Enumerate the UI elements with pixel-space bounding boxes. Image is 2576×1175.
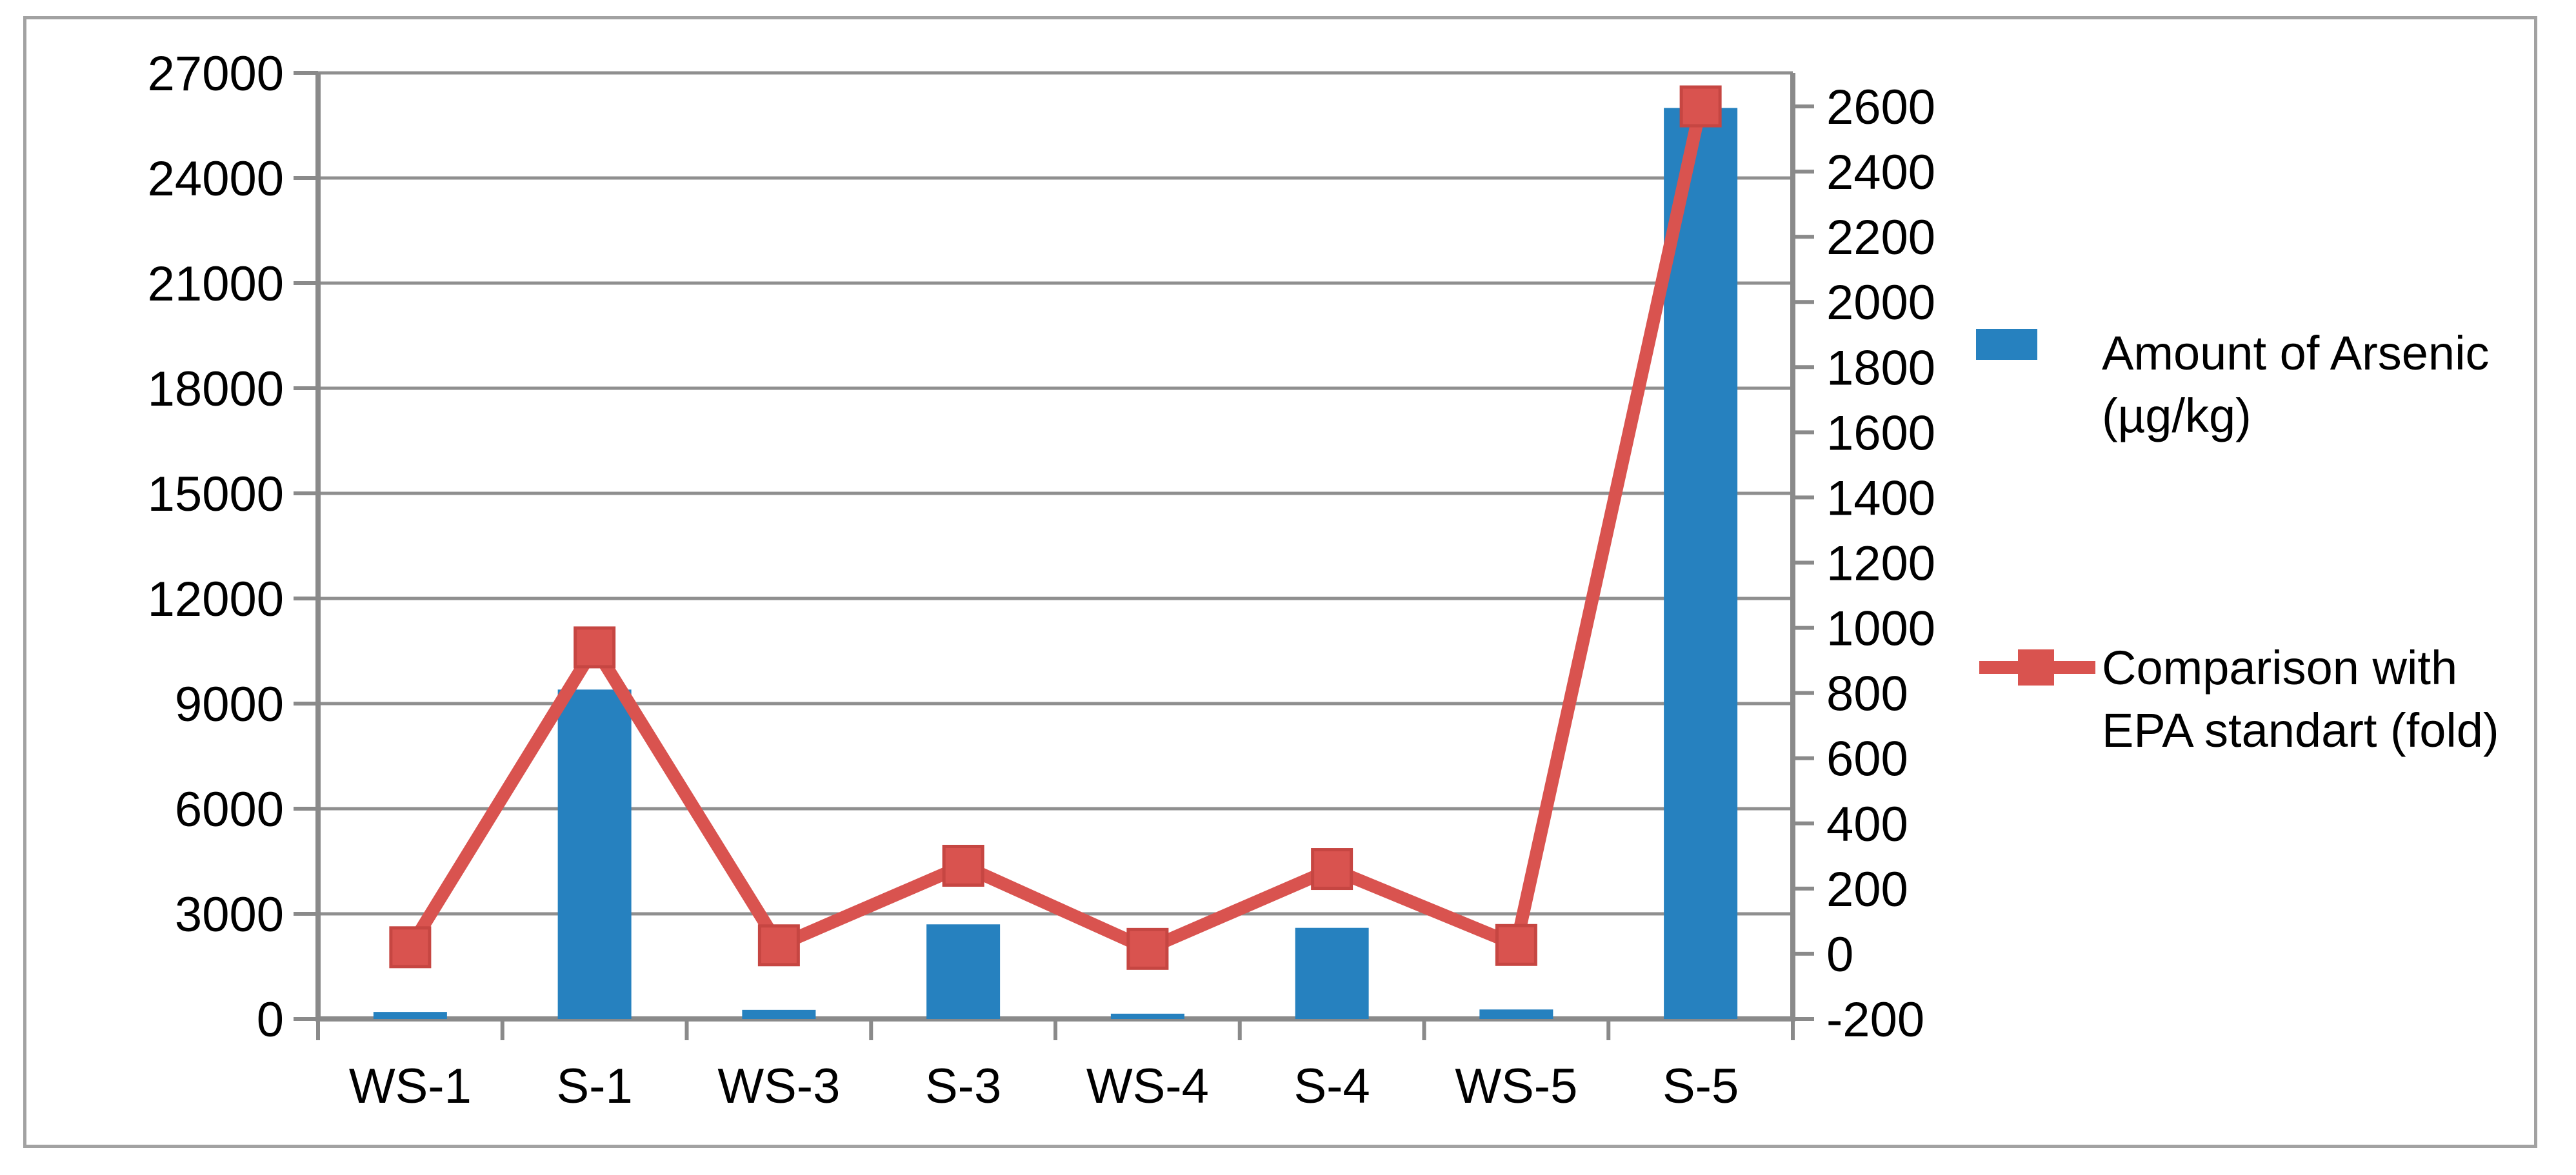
right-axis-tick-label: -200 [1826, 992, 1924, 1047]
bar-WS-4 [1110, 1013, 1184, 1019]
right-axis-tick-label: 200 [1826, 862, 1908, 917]
legend-label-epa: Comparison with EPA standart (fold) [2102, 637, 2499, 762]
right-axis-tick-label: 2600 [1826, 80, 1935, 135]
x-axis-label-S-5: S-5 [1662, 1059, 1739, 1114]
legend-label-arsenic-line1: Amount of Arsenic [2102, 326, 2490, 380]
right-axis-tick-label: 800 [1826, 667, 1908, 722]
left-axis-tick-label: 18000 [148, 362, 284, 417]
left-axis-tick-label: 12000 [148, 572, 284, 627]
marker-WS-5 [1495, 923, 1537, 966]
marker-S-3 [942, 844, 984, 887]
marker-S-1 [574, 626, 616, 669]
x-axis-label-S-3: S-3 [925, 1059, 1001, 1114]
bar-WS-1 [373, 1012, 447, 1019]
x-axis-label-WS-5: WS-5 [1455, 1059, 1577, 1114]
left-axis-tick-label: 3000 [175, 887, 284, 942]
right-axis-tick-label: 0 [1826, 927, 1853, 982]
left-axis-tick-label: 15000 [148, 467, 284, 522]
marker-S-4 [1311, 848, 1353, 891]
legend-bar-swatch-icon [1976, 329, 2037, 360]
x-axis-label-WS-1: WS-1 [349, 1059, 472, 1114]
bar-WS-5 [1479, 1009, 1553, 1019]
right-axis-tick-label: 2400 [1826, 145, 1935, 200]
chart-border [23, 16, 2537, 1148]
left-axis-tick-label: 0 [257, 992, 284, 1047]
right-axis-tick-label: 2000 [1826, 275, 1935, 330]
left-axis-tick-label: 21000 [148, 257, 284, 311]
left-axis-tick-label: 24000 [148, 152, 284, 206]
legend-label-epa-line1: Comparison with [2102, 641, 2458, 695]
legend-label-arsenic: Amount of Arsenic (µg/kg) [2102, 322, 2490, 447]
left-axis-tick-label: 9000 [175, 677, 284, 732]
marker-WS-3 [757, 924, 800, 967]
x-axis-label-S-4: S-4 [1293, 1059, 1370, 1114]
legend-label-arsenic-line2: (µg/kg) [2102, 389, 2252, 442]
right-axis-tick-label: 1200 [1826, 537, 1935, 591]
marker-S-5 [1679, 85, 1722, 128]
right-axis-tick-label: 1600 [1826, 406, 1935, 460]
right-axis-tick-label: 400 [1826, 797, 1908, 852]
legend-label-epa-line2: EPA standart (fold) [2102, 704, 2499, 757]
epa-series-line [403, 100, 1708, 956]
bar-S-5 [1664, 108, 1738, 1019]
bar-S-4 [1295, 927, 1369, 1019]
marker-WS-4 [1126, 927, 1169, 970]
bar-S-3 [926, 924, 1001, 1019]
marker-WS-1 [389, 926, 432, 969]
right-axis-tick-label: 600 [1826, 732, 1908, 787]
legend-line-marker-icon [1979, 649, 2095, 686]
x-axis-label-WS-3: WS-3 [717, 1059, 840, 1114]
bar-WS-3 [742, 1009, 816, 1019]
right-axis-tick-label: 2200 [1826, 210, 1935, 265]
left-axis-tick-label: 6000 [175, 782, 284, 837]
right-axis-tick-label: 1800 [1826, 341, 1935, 395]
x-axis-label-S-1: S-1 [556, 1059, 632, 1114]
left-axis-tick-label: 27000 [148, 46, 284, 101]
x-axis-label-WS-4: WS-4 [1086, 1059, 1209, 1114]
right-axis-tick-label: 1400 [1826, 471, 1935, 526]
bar-S-1 [557, 689, 632, 1019]
right-axis-tick-label: 1000 [1826, 602, 1935, 657]
